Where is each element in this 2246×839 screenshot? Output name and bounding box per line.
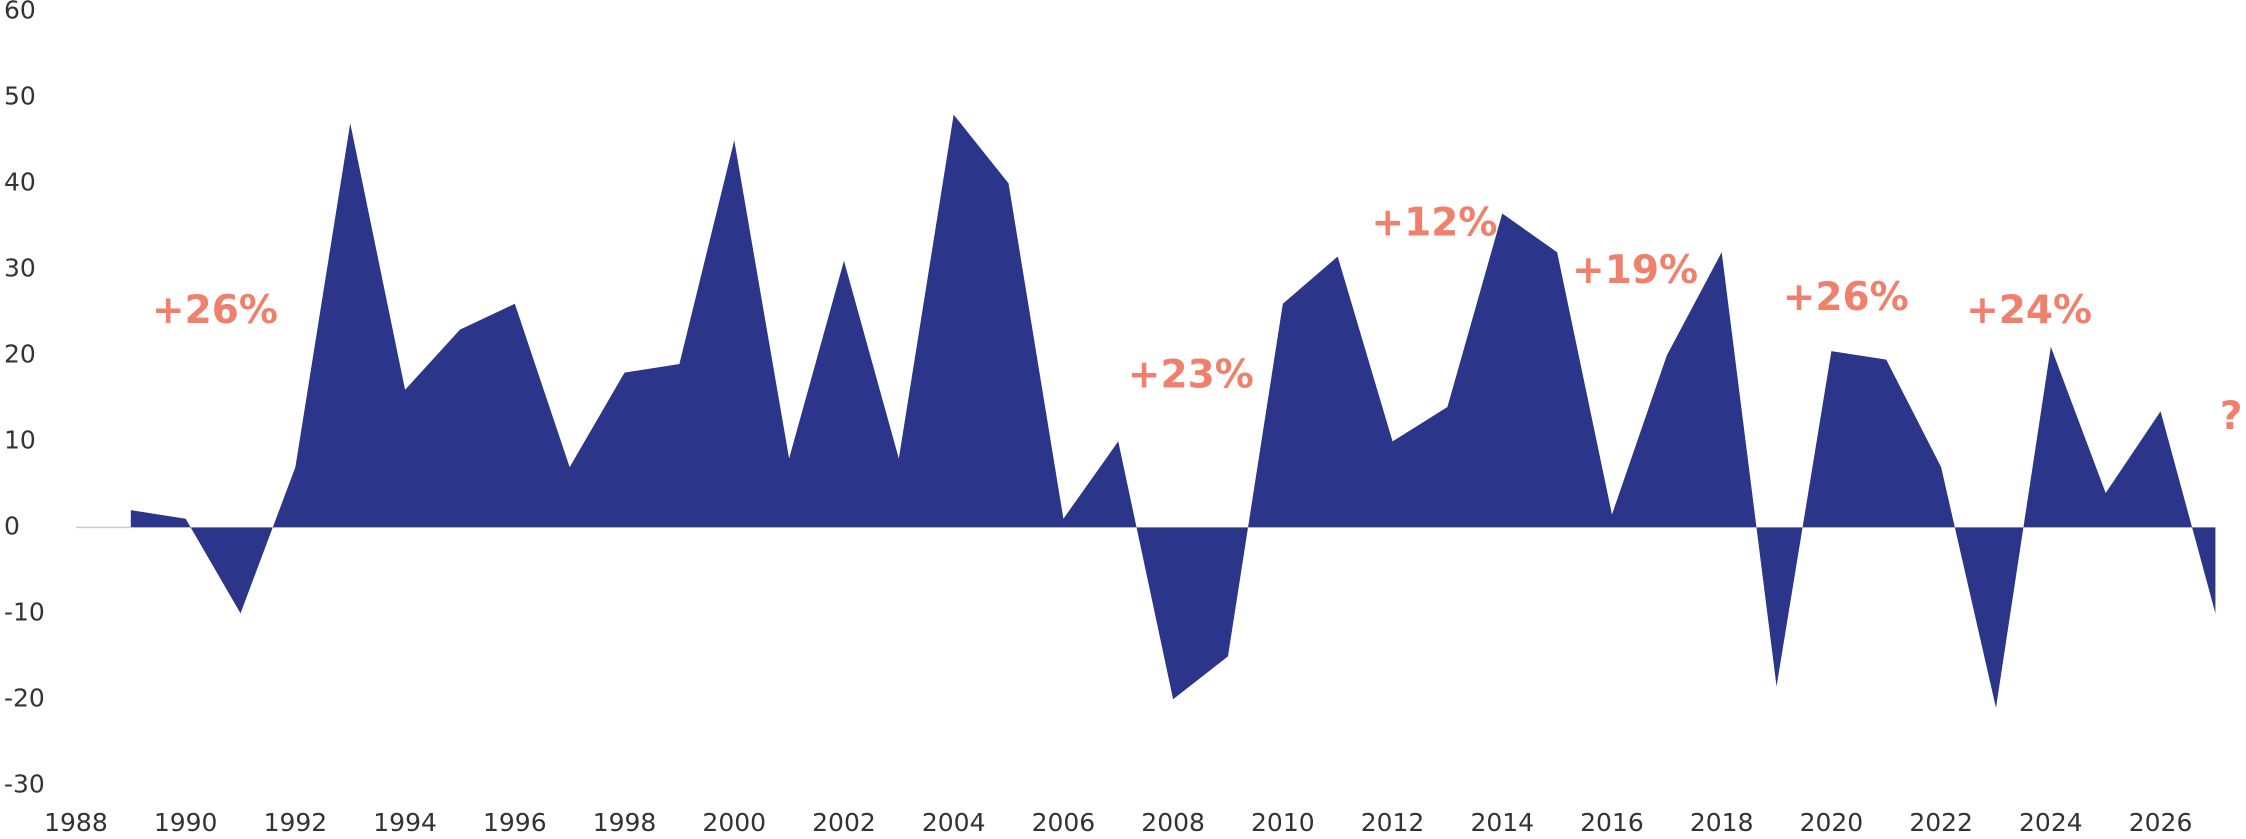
x-tick-label: 2014 <box>1470 808 1534 837</box>
y-tick-label: 20 <box>4 339 36 368</box>
annotation: +24% <box>1966 288 2092 333</box>
x-tick-label: 1998 <box>593 808 657 837</box>
annotation: ? <box>2220 394 2243 439</box>
x-tick-label: 1994 <box>373 808 437 837</box>
y-tick-label: 40 <box>4 167 36 196</box>
x-tick-label: 2018 <box>1690 808 1754 837</box>
x-tick-label: 2026 <box>2129 808 2193 837</box>
x-tick-label: 2000 <box>702 808 766 837</box>
x-tick-label: 2006 <box>1032 808 1096 837</box>
y-tick-label: -10 <box>4 597 45 626</box>
y-tick-label: 0 <box>4 511 20 540</box>
area <box>130 114 2216 708</box>
x-tick-label: 2008 <box>1141 808 1205 837</box>
y-tick-label: 50 <box>4 81 36 110</box>
x-tick-label: 1988 <box>44 808 108 837</box>
annotation: +26% <box>152 288 278 333</box>
annotation: +26% <box>1783 275 1909 320</box>
y-tick-label: 30 <box>4 253 36 282</box>
y-tick-label: 10 <box>4 425 36 454</box>
y-tick-label: -30 <box>4 769 45 798</box>
annotation: +19% <box>1572 248 1698 293</box>
x-tick-label: 2016 <box>1580 808 1644 837</box>
y-tick-label: -20 <box>4 683 45 712</box>
x-tick-label: 2012 <box>1361 808 1425 837</box>
x-tick-label: 1992 <box>264 808 328 837</box>
annotation: +12% <box>1371 200 1497 245</box>
x-tick-label: 1990 <box>154 808 218 837</box>
annotation: +23% <box>1128 352 1254 397</box>
x-tick-label: 2002 <box>812 808 876 837</box>
x-tick-label: 2010 <box>1251 808 1315 837</box>
x-tick-label: 2024 <box>2019 808 2083 837</box>
x-tick-label: 2020 <box>1800 808 1864 837</box>
x-tick-label: 2022 <box>1909 808 1973 837</box>
y-tick-label: 60 <box>4 0 36 24</box>
x-tick-label: 2004 <box>922 808 986 837</box>
x-tick-label: 1996 <box>483 808 547 837</box>
